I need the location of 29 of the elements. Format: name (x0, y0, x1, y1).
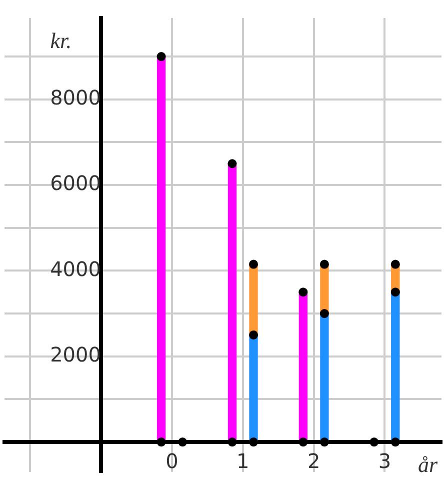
point (249, 438, 258, 447)
bar (320, 313, 329, 442)
point (390, 438, 400, 447)
point (228, 438, 237, 447)
point (298, 288, 308, 297)
x-axis-title: år (418, 452, 438, 477)
point (249, 260, 258, 269)
point (156, 52, 166, 62)
bar (228, 163, 237, 442)
bar (391, 292, 400, 442)
x-tick-label: 3 (378, 449, 392, 474)
x-tick-label: 2 (307, 449, 320, 474)
x-tick-label: 0 (166, 449, 178, 474)
point (298, 438, 308, 447)
bar (249, 334, 258, 442)
point (228, 159, 237, 168)
point (390, 288, 400, 297)
y-axis-title: kr. (50, 28, 72, 53)
point (249, 330, 258, 340)
point (390, 260, 400, 269)
bar (298, 292, 308, 442)
point (320, 309, 329, 318)
point (320, 438, 329, 447)
bar (156, 56, 166, 442)
point (156, 438, 166, 447)
point (370, 438, 379, 447)
x-tick-label: 1 (236, 449, 250, 474)
point (178, 438, 188, 447)
point (320, 260, 329, 269)
